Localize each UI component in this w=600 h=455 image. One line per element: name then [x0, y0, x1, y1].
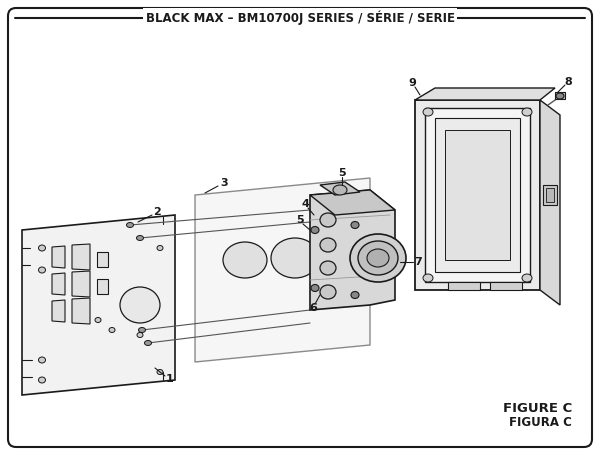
- Ellipse shape: [271, 238, 319, 278]
- Text: 5: 5: [296, 215, 304, 225]
- Ellipse shape: [137, 333, 143, 338]
- Text: 9: 9: [408, 78, 416, 88]
- Text: 6: 6: [309, 303, 317, 313]
- Ellipse shape: [423, 274, 433, 282]
- Ellipse shape: [38, 245, 46, 251]
- Polygon shape: [415, 100, 540, 290]
- Text: BLACK MAX – BM10700J SERIES / SÉRIE / SERIE: BLACK MAX – BM10700J SERIES / SÉRIE / SE…: [146, 11, 455, 25]
- Polygon shape: [490, 282, 522, 290]
- Bar: [546, 188, 554, 202]
- Text: 2: 2: [153, 207, 161, 217]
- Text: 4: 4: [301, 199, 309, 209]
- Polygon shape: [195, 178, 370, 362]
- Text: 5: 5: [338, 168, 346, 178]
- Polygon shape: [97, 252, 108, 267]
- Ellipse shape: [522, 274, 532, 282]
- Ellipse shape: [320, 261, 336, 275]
- Ellipse shape: [351, 222, 359, 228]
- Polygon shape: [310, 190, 395, 215]
- Ellipse shape: [311, 227, 319, 233]
- Text: 7: 7: [414, 257, 422, 267]
- Polygon shape: [445, 130, 510, 260]
- Ellipse shape: [38, 267, 46, 273]
- Ellipse shape: [38, 377, 46, 383]
- Polygon shape: [540, 100, 560, 305]
- Text: FIGURE C: FIGURE C: [503, 401, 572, 415]
- Polygon shape: [320, 182, 360, 195]
- Text: FIGURA C: FIGURA C: [509, 415, 572, 429]
- Polygon shape: [425, 108, 530, 282]
- Polygon shape: [72, 298, 90, 324]
- Ellipse shape: [320, 213, 336, 227]
- Polygon shape: [448, 282, 480, 290]
- Bar: [543, 185, 557, 205]
- Ellipse shape: [358, 241, 398, 275]
- Polygon shape: [310, 190, 395, 310]
- Ellipse shape: [423, 108, 433, 116]
- Ellipse shape: [139, 328, 146, 333]
- Polygon shape: [22, 215, 175, 395]
- Text: 8: 8: [564, 77, 572, 87]
- Ellipse shape: [311, 284, 319, 292]
- Text: 3: 3: [220, 178, 228, 188]
- Ellipse shape: [320, 238, 336, 252]
- Ellipse shape: [137, 236, 143, 241]
- Ellipse shape: [324, 235, 372, 275]
- Polygon shape: [97, 279, 108, 294]
- Text: 1: 1: [166, 374, 174, 384]
- Ellipse shape: [556, 93, 564, 99]
- Bar: [555, 92, 565, 99]
- Ellipse shape: [109, 328, 115, 333]
- Polygon shape: [52, 300, 65, 322]
- Ellipse shape: [367, 249, 389, 267]
- Polygon shape: [72, 271, 90, 297]
- Ellipse shape: [351, 292, 359, 298]
- Ellipse shape: [145, 340, 151, 345]
- Ellipse shape: [127, 222, 133, 228]
- Polygon shape: [52, 246, 65, 268]
- Ellipse shape: [522, 108, 532, 116]
- Polygon shape: [415, 88, 555, 100]
- Polygon shape: [72, 244, 90, 270]
- Ellipse shape: [157, 246, 163, 251]
- FancyBboxPatch shape: [8, 8, 592, 447]
- Ellipse shape: [120, 287, 160, 323]
- Ellipse shape: [320, 285, 336, 299]
- Ellipse shape: [38, 357, 46, 363]
- Ellipse shape: [350, 234, 406, 282]
- Ellipse shape: [95, 318, 101, 323]
- Ellipse shape: [157, 369, 163, 374]
- Ellipse shape: [333, 185, 347, 195]
- Ellipse shape: [357, 237, 383, 259]
- Polygon shape: [435, 118, 520, 272]
- Ellipse shape: [223, 242, 267, 278]
- Polygon shape: [52, 273, 65, 295]
